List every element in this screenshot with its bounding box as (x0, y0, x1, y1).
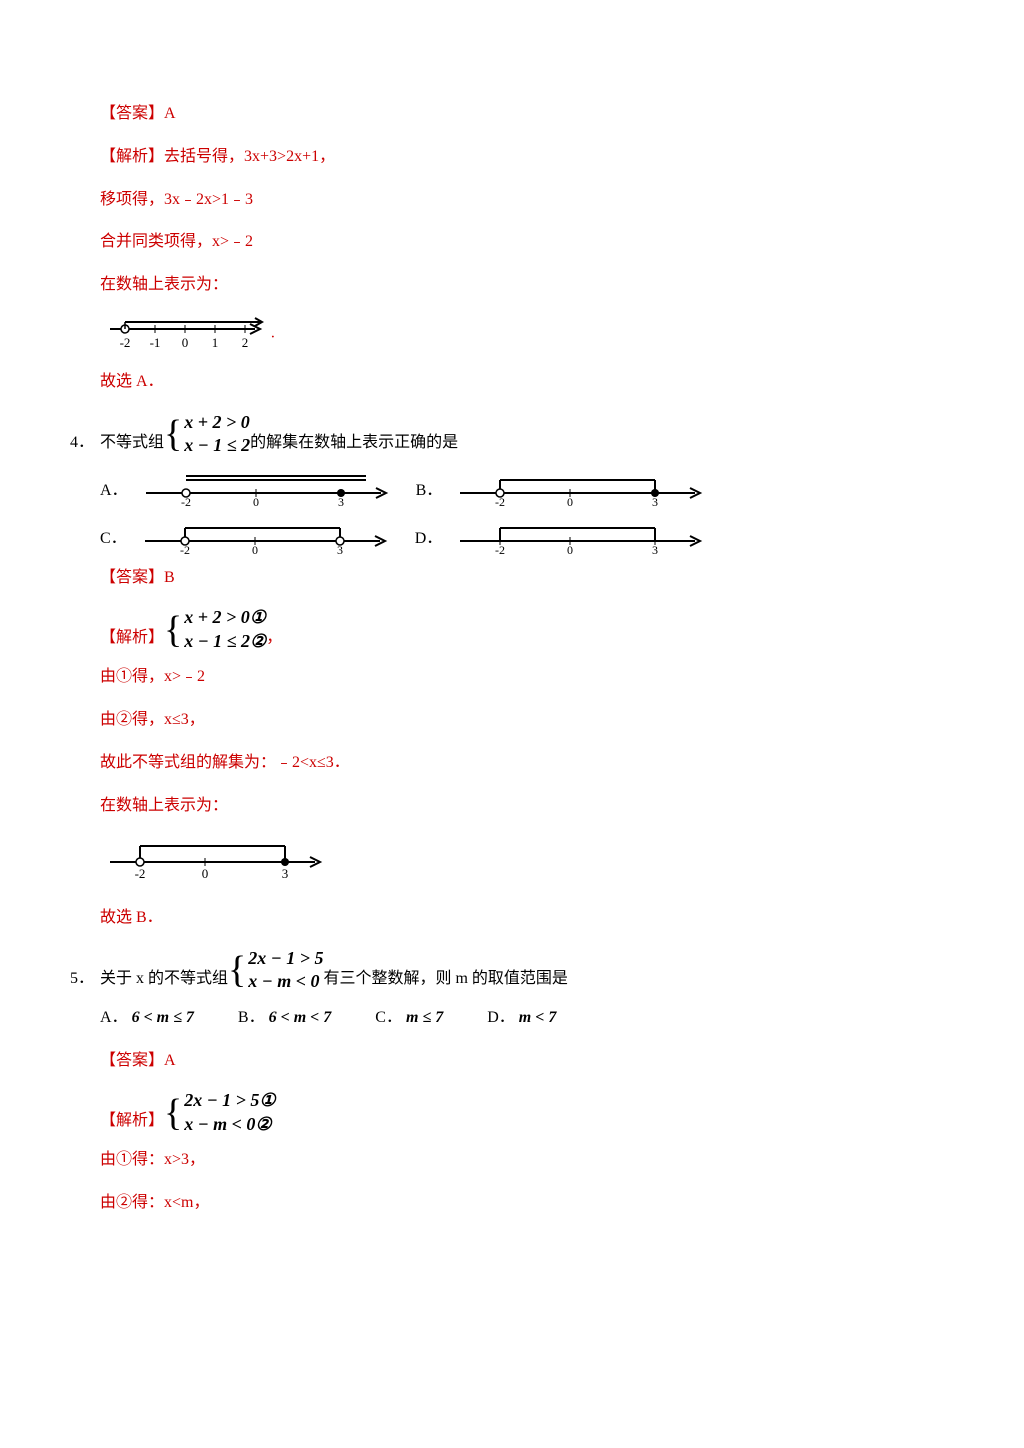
svg-text:0: 0 (567, 543, 573, 554)
q4-eq1: x + 2 > 0 (184, 411, 250, 434)
q4-stem: 4． 不等式组 { x + 2 > 0 x − 1 ≤ 2 的解集在数轴上表示正… (70, 411, 954, 458)
numberline-svg: -2 -1 0 1 2 (100, 314, 270, 354)
q4-answer: 【答案】B (70, 564, 954, 593)
svg-text:-2: -2 (120, 335, 131, 350)
q4-opt-c: C． -2 0 3 (100, 516, 395, 554)
q4-stem-pre: 不等式组 (100, 429, 164, 458)
q5-system: { 2x − 1 > 5 x − m < 0 (228, 947, 323, 994)
ans3-answer-label: 【答案】 (100, 105, 164, 122)
q5-opt-a: A． 6 < m ≤ 7 (100, 1004, 194, 1033)
q5-analysis-label: 【解析】 (100, 1107, 164, 1136)
q4-stem-post: 的解集在数轴上表示正确的是 (250, 429, 458, 458)
q4-system-num: { x + 2 > 0① x − 1 ≤ 2② (164, 606, 266, 653)
q4-system: { x + 2 > 0 x − 1 ≤ 2 (164, 411, 250, 458)
q4-from1: 由①得，x>﹣2 (70, 663, 954, 692)
q4-from2: 由②得，x≤3， (70, 706, 954, 735)
q4-numberline-svg: -2 0 3 (100, 834, 330, 879)
ans3-numberline: -2 -1 0 1 2 ． (70, 314, 954, 354)
svg-text:0: 0 (252, 543, 258, 554)
svg-text:0: 0 (182, 335, 189, 350)
q5-from1: 由①得：x>3， (70, 1146, 954, 1175)
ans3-conclusion: 故选 A． (70, 368, 954, 397)
ans3-step1: 【解析】去括号得，3x+3>2x+1， (70, 143, 954, 172)
svg-text:0: 0 (202, 866, 209, 879)
q5-options: A． 6 < m ≤ 7 B． 6 < m < 7 C． m ≤ 7 D． m … (70, 1004, 954, 1033)
q4-opt-d: D． -2 0 3 (415, 516, 711, 554)
q4-numberline-ans: -2 0 3 (70, 834, 954, 890)
q5-opt-d: D． m < 7 (487, 1004, 556, 1033)
q4-conclusion: 故选 B． (70, 904, 954, 933)
svg-text:3: 3 (652, 543, 658, 554)
q5-from2: 由②得：x<m， (70, 1189, 954, 1218)
q4-opt-a: A． -2 0 3 (100, 468, 396, 506)
q5-system-num: { 2x − 1 > 5① x − m < 0② (164, 1089, 276, 1136)
q4-eq2: x − 1 ≤ 2 (184, 434, 250, 457)
q4-numberline-d: -2 0 3 (450, 516, 710, 554)
svg-text:0: 0 (253, 495, 259, 506)
q5-opt-c: C． m ≤ 7 (375, 1004, 443, 1033)
svg-text:0: 0 (567, 495, 573, 506)
q4-analysis-sys: 【解析】 { x + 2 > 0① x − 1 ≤ 2② ， (70, 606, 954, 653)
q4-numberline-c: -2 0 3 (135, 516, 395, 554)
q4-therefore: 故此不等式组的解集为：﹣2<x≤3． (70, 749, 954, 778)
q5-stem-post: 有三个整数解，则 m 的取值范围是 (323, 965, 567, 994)
q5-opt-b: B． 6 < m < 7 (238, 1004, 331, 1033)
svg-text:1: 1 (212, 335, 219, 350)
q5-stem: 5． 关于 x 的不等式组 { 2x − 1 > 5 x − m < 0 有三个… (70, 947, 954, 994)
ans3-answer-value: A (164, 105, 176, 122)
svg-text:3: 3 (282, 866, 289, 879)
q5-number: 5． (70, 965, 94, 994)
ans3-step4: 在数轴上表示为： (70, 271, 954, 300)
q4-opt-b: B． -2 0 3 (416, 468, 711, 506)
q4-options: A． -2 0 3 B． -2 0 3 C． (70, 468, 954, 564)
q5-analysis-sys: 【解析】 { 2x − 1 > 5① x − m < 0② (70, 1089, 954, 1136)
svg-text:-2: -2 (135, 866, 146, 879)
q4-analysis-label: 【解析】 (100, 624, 164, 653)
q4-numberline-a: -2 0 3 (136, 468, 396, 506)
q4-numberline-b: -2 0 3 (450, 468, 710, 506)
ans3-step2: 移项得，3x﹣2x>1﹣3 (70, 186, 954, 215)
svg-text:-1: -1 (150, 335, 161, 350)
q4-number: 4． (70, 429, 94, 458)
svg-text:2: 2 (242, 335, 249, 350)
q4-show: 在数轴上表示为： (70, 792, 954, 821)
svg-text:-2: -2 (495, 543, 505, 554)
ans3-answer: 【答案】A (70, 100, 954, 129)
q5-stem-pre: 关于 x 的不等式组 (100, 965, 228, 994)
ans3-step3: 合并同类项得，x>﹣2 (70, 228, 954, 257)
ans3-analysis-label: 【解析】 (100, 148, 164, 165)
q5-answer: 【答案】A (70, 1047, 954, 1076)
